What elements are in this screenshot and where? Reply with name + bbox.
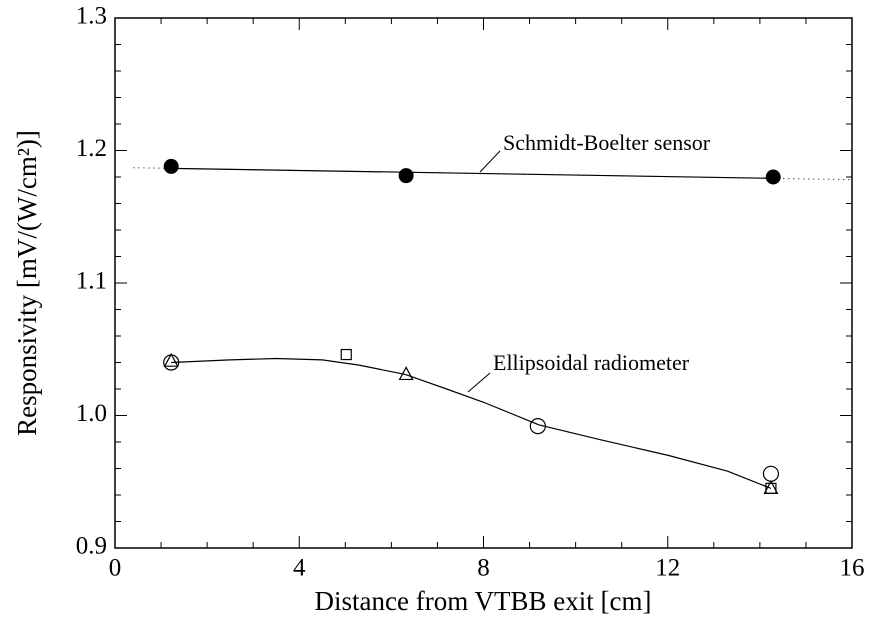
point	[762, 465, 780, 482]
fit-line-solid	[171, 167, 774, 179]
y-tick-label: 1.1	[76, 268, 107, 295]
y-axis-label: Responsivity [mV/(W/cm²)]	[12, 130, 42, 436]
point	[398, 168, 414, 184]
x-tick-label: 0	[109, 555, 122, 582]
point	[765, 482, 777, 494]
x-tick-label: 12	[655, 555, 680, 582]
point	[398, 366, 414, 381]
point	[163, 158, 179, 174]
y-tick-label: 1.0	[76, 400, 107, 427]
point	[163, 352, 179, 367]
x-tick-label: 8	[477, 555, 490, 582]
y-tick-label: 0.9	[76, 533, 107, 560]
annotation: Schmidt-Boelter sensor	[503, 130, 711, 155]
x-tick-label: 16	[840, 555, 865, 582]
point	[529, 418, 546, 435]
plot-frame	[114, 17, 853, 549]
x-axis-label: Distance from VTBB exit [cm]	[315, 586, 652, 616]
annotation: Ellipsoidal radiometer	[493, 350, 690, 375]
y-tick-label: 1.3	[76, 3, 107, 30]
point	[765, 169, 781, 185]
point	[340, 348, 352, 361]
leader-line	[467, 372, 491, 393]
x-tick-label: 4	[293, 555, 306, 582]
y-tick-label: 1.2	[76, 135, 107, 162]
fit-line	[171, 357, 772, 489]
leader-line	[479, 150, 501, 173]
